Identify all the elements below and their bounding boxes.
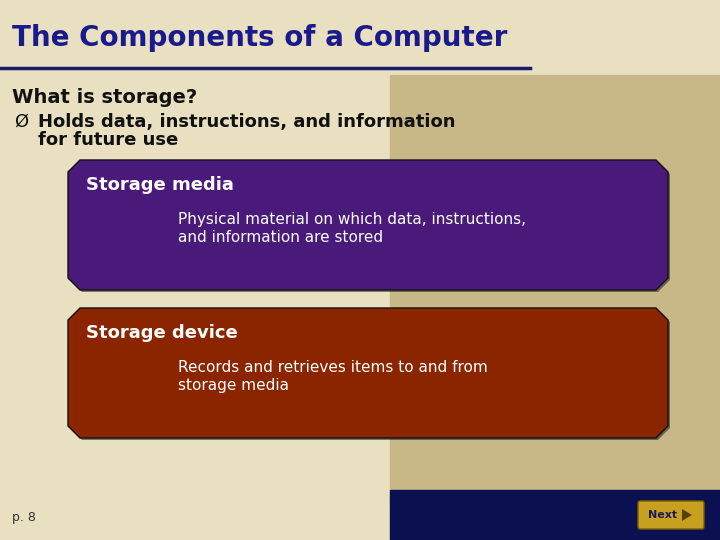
Text: Storage media: Storage media xyxy=(86,176,234,194)
Text: for future use: for future use xyxy=(38,131,179,149)
Bar xyxy=(390,75,720,505)
Text: Ø: Ø xyxy=(14,113,28,131)
Polygon shape xyxy=(682,509,692,521)
Polygon shape xyxy=(68,308,668,438)
Polygon shape xyxy=(70,162,670,292)
Text: Records and retrieves items to and from: Records and retrieves items to and from xyxy=(178,360,487,375)
Text: p. 8: p. 8 xyxy=(12,511,36,524)
Text: and information are stored: and information are stored xyxy=(178,230,383,245)
Text: Next: Next xyxy=(648,510,677,520)
Text: The Components of a Computer: The Components of a Computer xyxy=(12,24,508,52)
FancyBboxPatch shape xyxy=(638,501,704,529)
Text: Physical material on which data, instructions,: Physical material on which data, instruc… xyxy=(178,212,526,227)
Text: Storage device: Storage device xyxy=(86,324,238,342)
Text: storage media: storage media xyxy=(178,378,289,393)
Text: What is storage?: What is storage? xyxy=(12,88,197,107)
Text: Holds data, instructions, and information: Holds data, instructions, and informatio… xyxy=(38,113,456,131)
Polygon shape xyxy=(70,310,670,440)
Bar xyxy=(390,490,720,540)
Polygon shape xyxy=(68,160,668,290)
